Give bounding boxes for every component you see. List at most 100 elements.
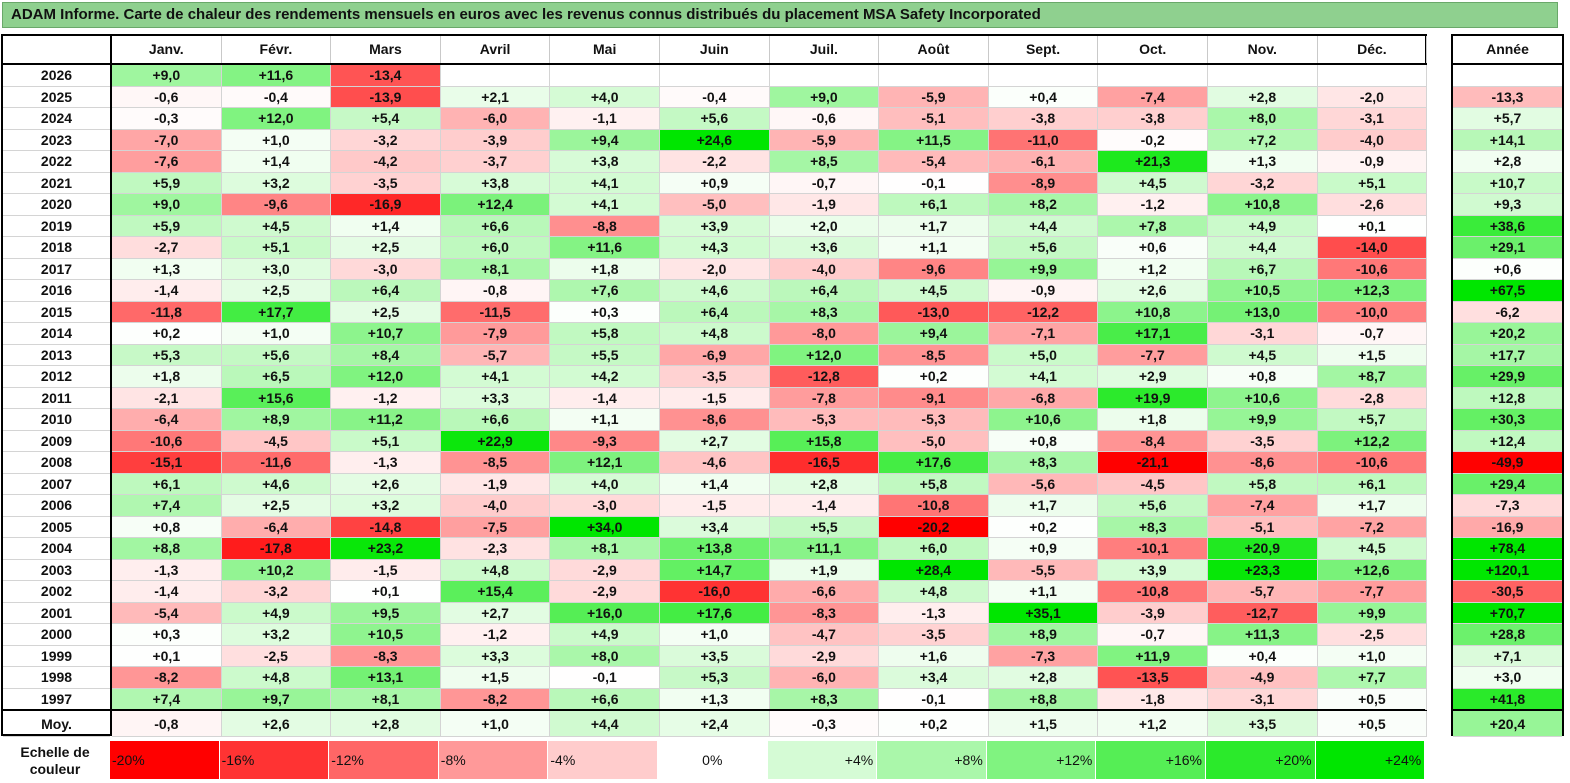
month-header: Mars [331,36,441,63]
annual-cell: -49,9 [1453,452,1562,474]
heatmap-cell: +6,7 [1208,258,1318,280]
color-scale-swatch: +24% [1315,741,1425,779]
annual-header-divider [1453,63,1562,65]
heatmap-cell: +4,3 [660,237,770,259]
heatmap-cell: +7,6 [550,280,660,302]
year-label: 2017 [3,259,110,280]
heatmap-cell: -5,0 [879,430,989,452]
heatmap-cell: +8,9 [221,409,332,431]
heatmap-cell: -6,0 [769,667,880,689]
heatmap-cell: -3,1 [1208,688,1318,710]
year-label: 2013 [3,345,110,366]
heatmap-cell: -10,8 [1098,581,1208,603]
heatmap-cell: -6,1 [988,151,1099,173]
heatmap-cell: +4,4 [1208,237,1318,259]
heatmap-cell: +10,8 [1208,194,1318,216]
heatmap-cell: +35,1 [988,602,1099,624]
heatmap-cell: +2,5 [221,495,332,517]
heatmap-cell: -3,8 [988,108,1099,130]
heatmap-cell: -11,8 [112,301,222,323]
heatmap-cell: -5,4 [112,602,222,624]
heatmap-cell: +5,9 [112,172,222,194]
heatmap-cell [1098,65,1208,87]
heatmap-cell: +2,8 [1208,86,1318,108]
heatmap-cell: -2,9 [550,581,660,603]
heatmap-cell: -0,7 [1098,624,1208,646]
heatmap-cell: -4,0 [1317,129,1428,151]
heatmap-cell: +13,1 [331,667,441,689]
heatmap-cell: +5,8 [879,473,989,495]
annual-cell: +17,7 [1453,344,1562,366]
heatmap-cell: -7,7 [1098,344,1208,366]
heatmap-cell: -3,5 [879,624,989,646]
annual-cell: +41,8 [1453,688,1562,710]
heatmap-cell: -2,7 [112,237,222,259]
color-scale-swatch: +8% [877,741,986,779]
heatmap-cell: +5,3 [112,344,222,366]
month-header: Juil. [770,36,880,63]
heatmap-cell: -3,5 [1208,430,1318,452]
heatmap-cell: +8,9 [988,624,1099,646]
label-column-divider [110,36,112,734]
heatmap-cell: +0,1 [331,581,441,603]
heatmap-cell: -10,1 [1098,538,1208,560]
average-cell: +1,5 [988,711,1099,737]
color-scale-swatch: +16% [1096,741,1205,779]
heatmap-cell: -5,5 [988,559,1099,581]
heatmap-cell: +3,0 [221,258,332,280]
heatmap-cell: +4,6 [660,280,770,302]
heatmap-cell: +2,5 [331,237,441,259]
heatmap-cell: -11,0 [988,129,1099,151]
heatmap-cell: +0,2 [988,516,1099,538]
heatmap-cell: -8,5 [440,452,551,474]
year-label: 2020 [3,194,110,216]
heatmap-cell: -1,3 [112,559,222,581]
heatmap-cell: +6,5 [221,366,332,388]
heatmap-cell: +4,5 [879,280,989,302]
heatmap-cell: +10,5 [1208,280,1318,302]
month-header: Avril [441,36,551,63]
heatmap-cell: +8,1 [331,688,441,710]
heatmap-cell: +1,1 [550,409,660,431]
heatmap-cell: +2,7 [660,430,770,452]
heatmap-cell: +6,1 [112,473,222,495]
heatmap-cell: +8,0 [550,645,660,667]
heatmap-cell: +4,9 [221,602,332,624]
year-label: 2010 [3,409,110,431]
heatmap-cell: +6,4 [769,280,880,302]
chart-title: ADAM Informe. Carte de chaleur des rende… [2,2,1558,28]
heatmap-cell: +1,3 [112,258,222,280]
heatmap-cell: +9,9 [1208,409,1318,431]
year-label: 2023 [3,130,110,151]
heatmap-cell: +5,6 [660,108,770,130]
heatmap-cell: -15,1 [112,452,222,474]
year-label: 1997 [3,689,110,710]
heatmap-cell: +3,2 [221,624,332,646]
heatmap-cell: +5,5 [769,516,880,538]
heatmap-cell: +10,2 [221,559,332,581]
heatmap-cell: +10,6 [988,409,1099,431]
heatmap-cell: -8,6 [1208,452,1318,474]
year-label: 2025 [3,87,110,108]
heatmap-cell: -0,1 [879,172,989,194]
heatmap-cell: -16,9 [331,194,441,216]
annual-cell: +10,7 [1453,172,1562,194]
heatmap-cell: -7,2 [1317,516,1428,538]
annual-cell: +0,6 [1453,258,1562,280]
heatmap-cell: -8,2 [112,667,222,689]
heatmap-cell: -3,0 [331,258,441,280]
heatmap-cell: +5,6 [988,237,1099,259]
heatmap-cell: +16,0 [550,602,660,624]
heatmap-cell: +11,3 [1208,624,1318,646]
heatmap-cell: +5,9 [112,215,222,237]
heatmap-cell: -8,8 [550,215,660,237]
annual-cell: +12,4 [1453,430,1562,452]
heatmap-cell: +1,0 [660,624,770,646]
average-divider [3,709,1426,711]
color-scale-swatch: -16% [219,741,329,779]
heatmap-cell: -3,8 [1098,108,1208,130]
heatmap-cell: -4,7 [769,624,880,646]
heatmap-cell: +7,8 [1098,215,1208,237]
heatmap-cell: +5,6 [221,344,332,366]
heatmap-cell: -5,7 [440,344,551,366]
